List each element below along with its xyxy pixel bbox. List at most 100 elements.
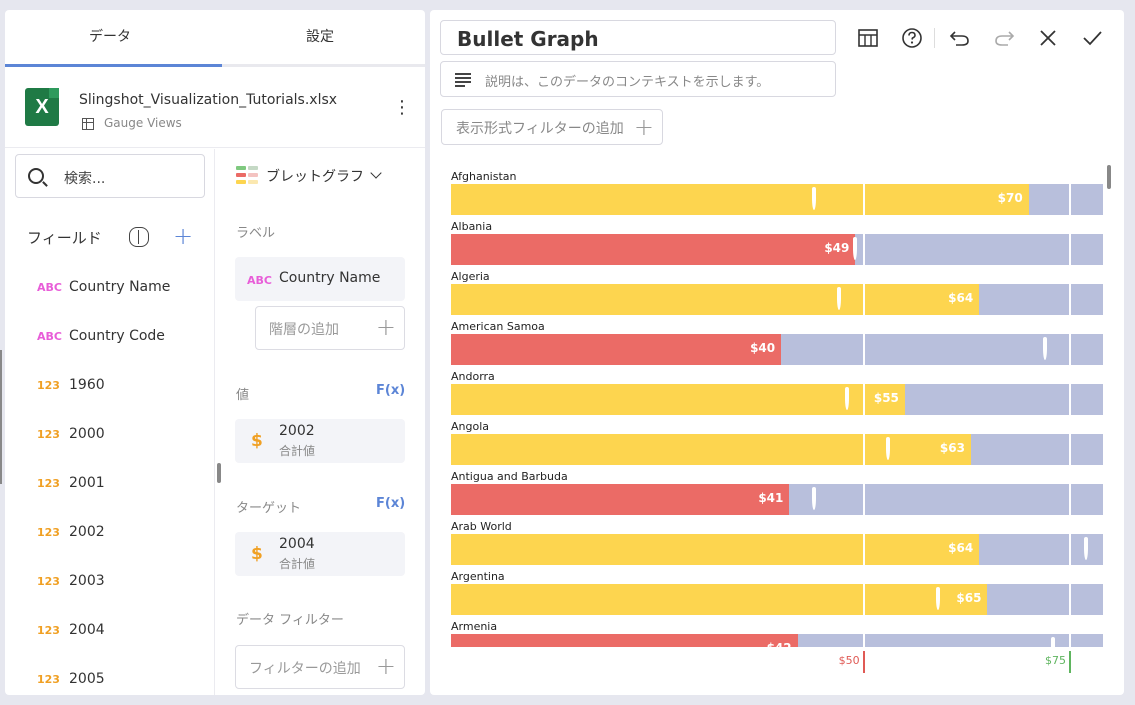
bullet-value-bar[interactable] [451, 284, 980, 315]
search-icon [28, 168, 44, 184]
sheet-name: Gauge Views [104, 116, 182, 130]
bullet-row[interactable]: Algeria $64 [451, 270, 1103, 320]
value-field-chip[interactable]: $ 2002 合計値 [235, 419, 405, 463]
add-filter-button[interactable]: フィルターの追加 + [235, 645, 405, 689]
table-icon[interactable] [857, 27, 879, 49]
bullet-value-label: $64 [948, 541, 974, 555]
bullet-row[interactable]: Angola $63 [451, 420, 1103, 470]
bullet-target-marker[interactable] [1051, 637, 1056, 647]
row-label: Andorra [451, 370, 495, 383]
title-field[interactable]: Bullet Graph [440, 20, 836, 55]
bullet-target-marker[interactable] [1084, 537, 1089, 560]
bullet-value-bar[interactable] [451, 534, 980, 565]
add-filter-label: フィルターの追加 [249, 661, 361, 677]
plus-icon: + [375, 313, 396, 341]
field-item[interactable]: ABC Country Code [5, 318, 215, 358]
bullet-target-marker[interactable] [935, 587, 940, 610]
tab-bar: データ 設定 [5, 10, 425, 67]
bullet-value-label: $55 [873, 391, 899, 405]
bullet-value-bar[interactable] [451, 384, 905, 415]
data-panel: データ 設定 X Slingshot_Visualization_Tutoria… [5, 10, 425, 695]
bullet-value-label: $40 [750, 341, 776, 355]
row-label: Algeria [451, 270, 490, 283]
add-view-filter-label: 表示形式フィルターの追加 [456, 121, 624, 137]
field-name: 2005 [69, 671, 105, 687]
sheet-icon [82, 118, 94, 130]
description-field[interactable]: 説明は、このデータのコンテキストを示します。 [440, 61, 836, 97]
field-name: 2001 [69, 475, 105, 491]
bullet-value-bar[interactable] [451, 634, 798, 647]
field-item[interactable]: 123 1960 [5, 367, 215, 407]
row-label: American Samoa [451, 320, 545, 333]
row-label: Afghanistan [451, 170, 517, 183]
target-field-chip[interactable]: $ 2004 合計値 [235, 532, 405, 576]
file-name: Slingshot_Visualization_Tutorials.xlsx [79, 92, 338, 108]
plus-icon: + [375, 652, 396, 680]
bullet-target-marker[interactable] [1043, 337, 1048, 360]
row-label: Arab World [451, 520, 512, 533]
number-type-icon: 123 [37, 673, 60, 686]
bullet-row[interactable]: Andorra $55 [451, 370, 1103, 420]
bullet-row[interactable]: American Samoa $40 [451, 320, 1103, 370]
window-edge-handle[interactable] [0, 350, 2, 484]
field-item[interactable]: 123 2001 [5, 465, 215, 505]
plus-icon: + [633, 113, 654, 141]
field-item[interactable]: ABC Country Name [5, 269, 215, 309]
row-label: Albania [451, 220, 493, 233]
tab-data[interactable]: データ [89, 29, 131, 45]
field-item[interactable]: 123 2004 [5, 612, 215, 652]
field-item[interactable]: 123 2000 [5, 416, 215, 456]
visualization-type-selector[interactable]: ブレットグラフ [266, 169, 364, 185]
bullet-value-bar[interactable] [451, 434, 971, 465]
bullet-value-bar[interactable] [451, 234, 856, 265]
chart-scrollbar[interactable] [1107, 165, 1111, 189]
visualization-title: Bullet Graph [457, 27, 599, 51]
add-field-icon[interactable]: + [172, 222, 194, 250]
bullet-value-bar[interactable] [451, 334, 782, 365]
text-type-icon: ABC [37, 330, 62, 343]
bullet-row[interactable]: Antigua and Barbuda $41 [451, 470, 1103, 520]
field-item[interactable]: 123 2005 [5, 661, 215, 695]
bullet-target-marker[interactable] [812, 187, 817, 210]
value-section-title: 値 [236, 388, 250, 403]
bullet-value-bar[interactable] [451, 484, 790, 515]
brain-icon[interactable] [129, 227, 149, 247]
number-type-icon: 123 [37, 575, 60, 588]
bullet-value-label: $49 [824, 241, 850, 255]
label-field-chip[interactable]: ABC Country Name [235, 257, 405, 301]
more-options-icon[interactable]: ⋮ [393, 97, 411, 118]
target-section-title: ターゲット [236, 501, 302, 516]
bullet-target-marker[interactable] [836, 287, 841, 310]
bullet-value-label: $42 [752, 641, 792, 647]
bullet-row[interactable]: Arab World $64 [451, 520, 1103, 570]
bullet-target-marker[interactable] [853, 237, 858, 260]
check-icon[interactable] [1081, 27, 1103, 49]
value-formula-button[interactable]: F(x) [376, 383, 406, 398]
undo-icon[interactable] [949, 27, 971, 49]
axis-tick [862, 651, 865, 673]
bullet-row[interactable]: Argentina $65 [451, 570, 1103, 620]
bullet-value-bar[interactable] [451, 184, 1029, 215]
add-hierarchy-button[interactable]: 階層の追加 + [255, 306, 405, 350]
target-formula-button[interactable]: F(x) [376, 496, 406, 511]
bullet-target-marker[interactable] [886, 437, 891, 460]
row-label: Argentina [451, 570, 505, 583]
tab-settings[interactable]: 設定 [306, 29, 334, 45]
bullet-row[interactable]: Albania $49 [451, 220, 1103, 270]
help-icon[interactable] [901, 27, 923, 49]
bullet-value-bar[interactable] [451, 584, 988, 615]
bullet-target-marker[interactable] [812, 487, 817, 510]
panel-resize-handle[interactable] [217, 463, 221, 483]
field-item[interactable]: 123 2003 [5, 563, 215, 603]
field-item[interactable]: 123 2002 [5, 514, 215, 554]
bullet-row[interactable]: Afghanistan $70 [451, 170, 1103, 220]
add-view-filter-button[interactable]: 表示形式フィルターの追加 + [441, 109, 663, 145]
search-input[interactable]: 検索... [15, 154, 205, 198]
redo-icon[interactable] [993, 27, 1015, 49]
excel-file-icon: X [25, 88, 59, 126]
row-label: Armenia [451, 620, 498, 633]
chevron-down-icon[interactable] [370, 167, 382, 179]
close-icon[interactable] [1037, 27, 1059, 49]
bullet-row[interactable]: Armenia $42 [451, 620, 1103, 647]
bullet-target-marker[interactable] [845, 387, 850, 410]
